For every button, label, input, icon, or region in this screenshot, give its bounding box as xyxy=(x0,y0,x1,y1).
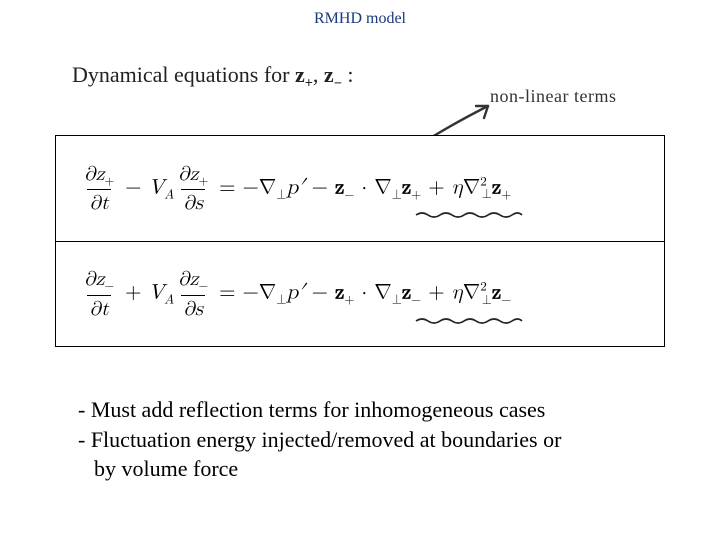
t: V xyxy=(148,177,164,198)
t: + xyxy=(501,188,511,201)
t: ∂t xyxy=(87,295,110,321)
t: V xyxy=(148,283,164,304)
t: p′ xyxy=(286,177,304,198)
t: − xyxy=(305,177,335,198)
t: · ∇ xyxy=(354,283,391,304)
t: ∂s xyxy=(181,189,205,215)
t: ∂z xyxy=(84,164,105,184)
heading-prefix: Dynamical equations for xyxy=(72,62,295,87)
t: η xyxy=(452,177,463,198)
heading-z1-sub: + xyxy=(305,75,313,91)
note-line-1: - Must add reflection terms for inhomoge… xyxy=(78,395,561,425)
equation-z-minus: ∂z−∂t + VA∂z−∂s = −∇⊥p′ − z+ · ∇⊥z− + η∇… xyxy=(56,241,664,346)
t: ⊥ xyxy=(482,294,492,307)
t: + xyxy=(411,188,421,201)
t: z xyxy=(335,177,344,198)
note-line-2: - Fluctuation energy injected/removed at… xyxy=(78,425,561,455)
t: − xyxy=(105,281,115,293)
t: ⊥ xyxy=(276,294,286,307)
t: + xyxy=(118,283,148,304)
t: A xyxy=(164,294,174,307)
t: + xyxy=(421,283,451,304)
t: − xyxy=(199,281,209,293)
t: ⊥ xyxy=(392,188,402,201)
t: = xyxy=(212,283,242,304)
t: − xyxy=(118,177,148,198)
t: ∇ xyxy=(463,283,481,304)
equations-heading: Dynamical equations for z+, z− : xyxy=(72,62,353,92)
t: 2 xyxy=(480,175,487,188)
notes-block: - Must add reflection terms for inhomoge… xyxy=(78,395,561,484)
heading-suffix: : xyxy=(342,62,354,87)
t: z xyxy=(402,283,411,304)
t: 2 xyxy=(480,281,487,294)
t: z xyxy=(492,283,501,304)
note-line-3: by volume force xyxy=(78,454,561,484)
heading-z1: z xyxy=(295,62,305,87)
t: ∂z xyxy=(178,164,199,184)
equations-box: ∂z+∂t − VA∂z+∂s = −∇⊥p′ − z− · ∇⊥z+ + η∇… xyxy=(55,135,665,347)
slide-title: RMHD model xyxy=(0,10,720,28)
t: −∇ xyxy=(242,283,276,304)
heading-z2-sub: − xyxy=(334,75,342,91)
t: + xyxy=(199,175,209,187)
t: ⊥ xyxy=(482,188,492,201)
t: = xyxy=(212,177,242,198)
underline-squiggle-icon xyxy=(414,316,524,326)
t: A xyxy=(164,188,174,201)
t: −∇ xyxy=(242,177,276,198)
t: z xyxy=(402,177,411,198)
t: + xyxy=(105,175,115,187)
t: ⊥ xyxy=(276,188,286,201)
t: − xyxy=(411,294,421,307)
equation-z-plus: ∂z+∂t − VA∂z+∂s = −∇⊥p′ − z− · ∇⊥z+ + η∇… xyxy=(56,136,664,241)
t: − xyxy=(344,188,354,201)
t: − xyxy=(305,283,335,304)
underline-squiggle-icon xyxy=(414,210,524,220)
t: p′ xyxy=(286,283,304,304)
handwritten-annotation: non-linear terms xyxy=(490,86,616,107)
t: ∂s xyxy=(181,295,205,321)
t: + xyxy=(421,177,451,198)
t: − xyxy=(501,294,511,307)
heading-sep: , xyxy=(313,62,324,87)
t: ∂z xyxy=(178,269,199,289)
t: ∇ xyxy=(463,177,481,198)
t: ⊥ xyxy=(392,294,402,307)
t: z xyxy=(335,283,344,304)
t: ∂t xyxy=(87,189,110,215)
t: z xyxy=(492,177,501,198)
t: η xyxy=(452,283,463,304)
t: · ∇ xyxy=(354,177,391,198)
t: + xyxy=(344,294,354,307)
t: ∂z xyxy=(84,269,105,289)
heading-z2: z xyxy=(324,62,334,87)
